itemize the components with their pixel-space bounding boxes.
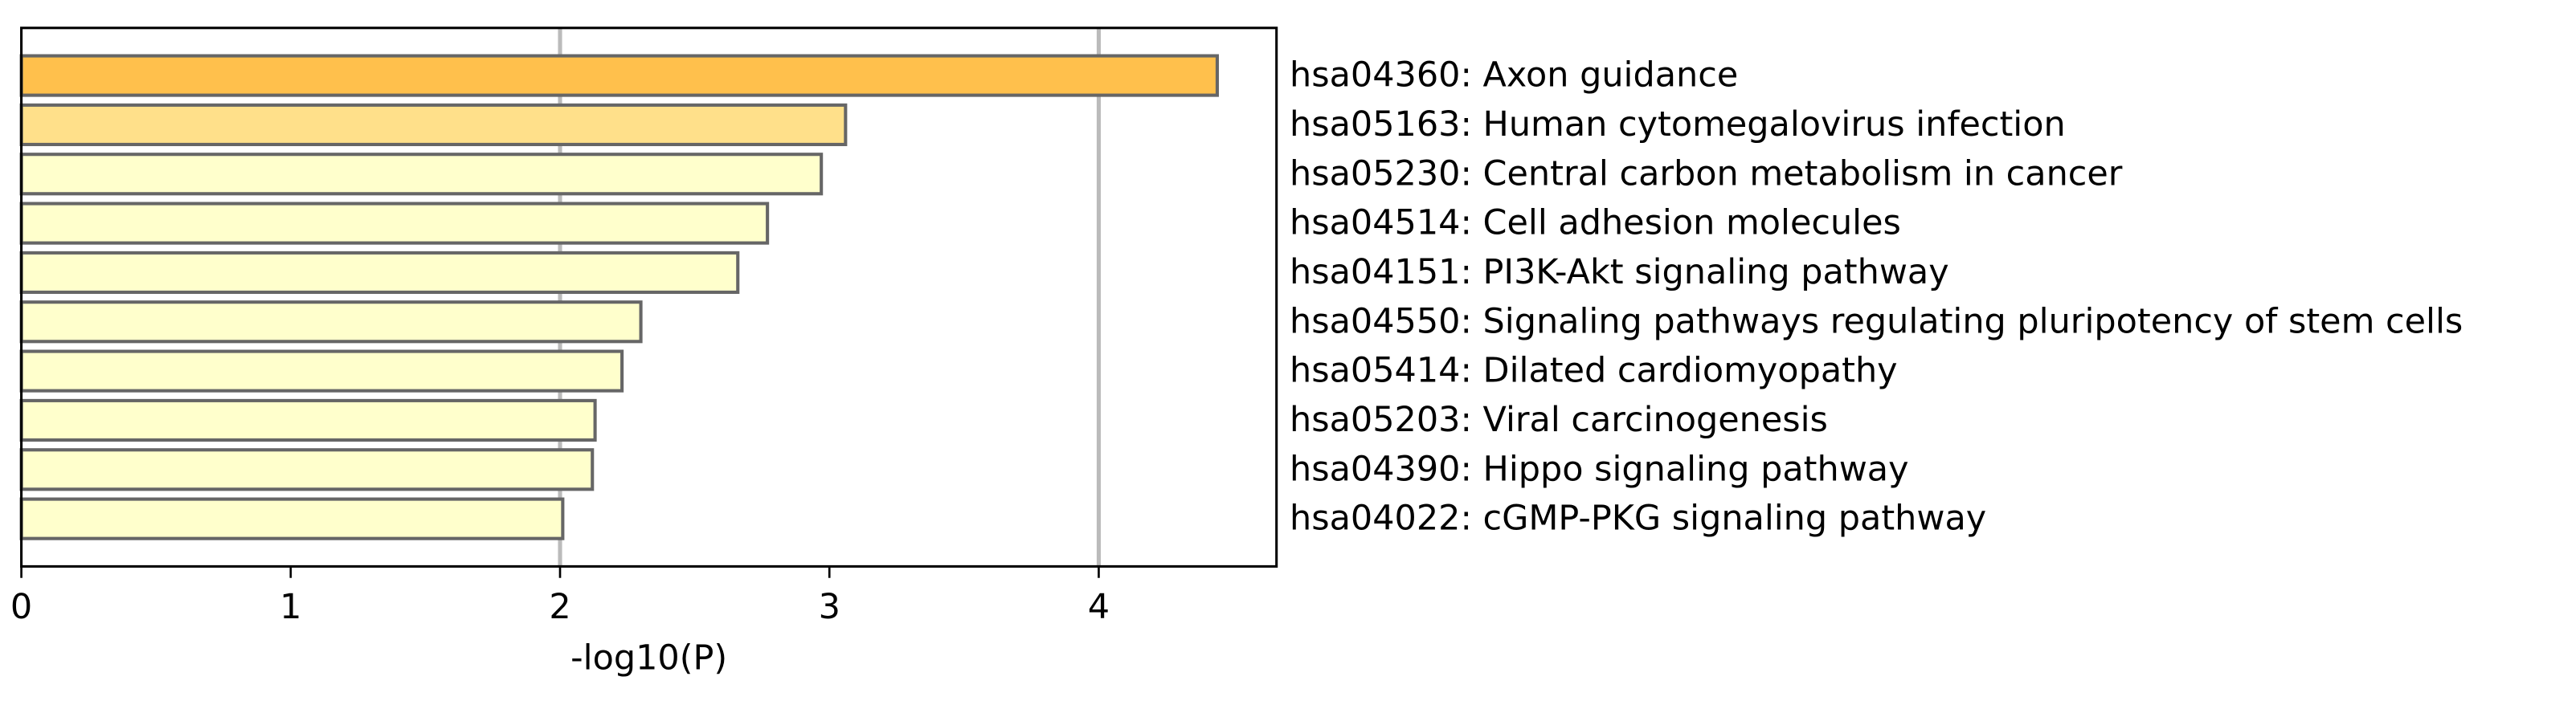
bar	[19, 202, 770, 245]
category-label: hsa05230: Central carbon metabolism in c…	[1290, 153, 2123, 194]
x-tick-label: 0	[10, 587, 32, 627]
category-label: hsa04151: PI3K-Akt signaling pathway	[1290, 252, 1949, 292]
bar	[19, 300, 643, 344]
category-label: hsa04360: Axon guidance	[1290, 55, 1738, 96]
bar	[19, 448, 595, 491]
category-label: hsa04514: Cell adhesion molecules	[1290, 203, 1901, 243]
bar	[19, 497, 565, 540]
x-axis-label: -log10(P)	[570, 638, 727, 678]
category-label: hsa04550: Signaling pathways regulating …	[1290, 301, 2463, 341]
x-tick-label: 2	[549, 587, 570, 627]
category-label: hsa05414: Dilated cardiomyopathy	[1290, 351, 1898, 391]
bar	[19, 349, 624, 393]
category-label: hsa05203: Viral carcinogenesis	[1290, 400, 1828, 440]
x-tick-label: 4	[1088, 587, 1110, 627]
bar	[19, 398, 597, 442]
category-label: hsa04022: cGMP-PKG signaling pathway	[1290, 499, 1986, 539]
bar	[19, 103, 848, 146]
bar	[19, 251, 740, 295]
x-tick-label: 3	[819, 587, 840, 627]
x-tick-label: 1	[280, 587, 301, 627]
bar	[19, 153, 824, 196]
axes-frame	[20, 26, 1278, 568]
bar	[19, 54, 1219, 97]
category-label: hsa05163: Human cytomegalovirus infectio…	[1290, 104, 2066, 145]
category-label: hsa04390: Hippo signaling pathway	[1290, 449, 1908, 489]
